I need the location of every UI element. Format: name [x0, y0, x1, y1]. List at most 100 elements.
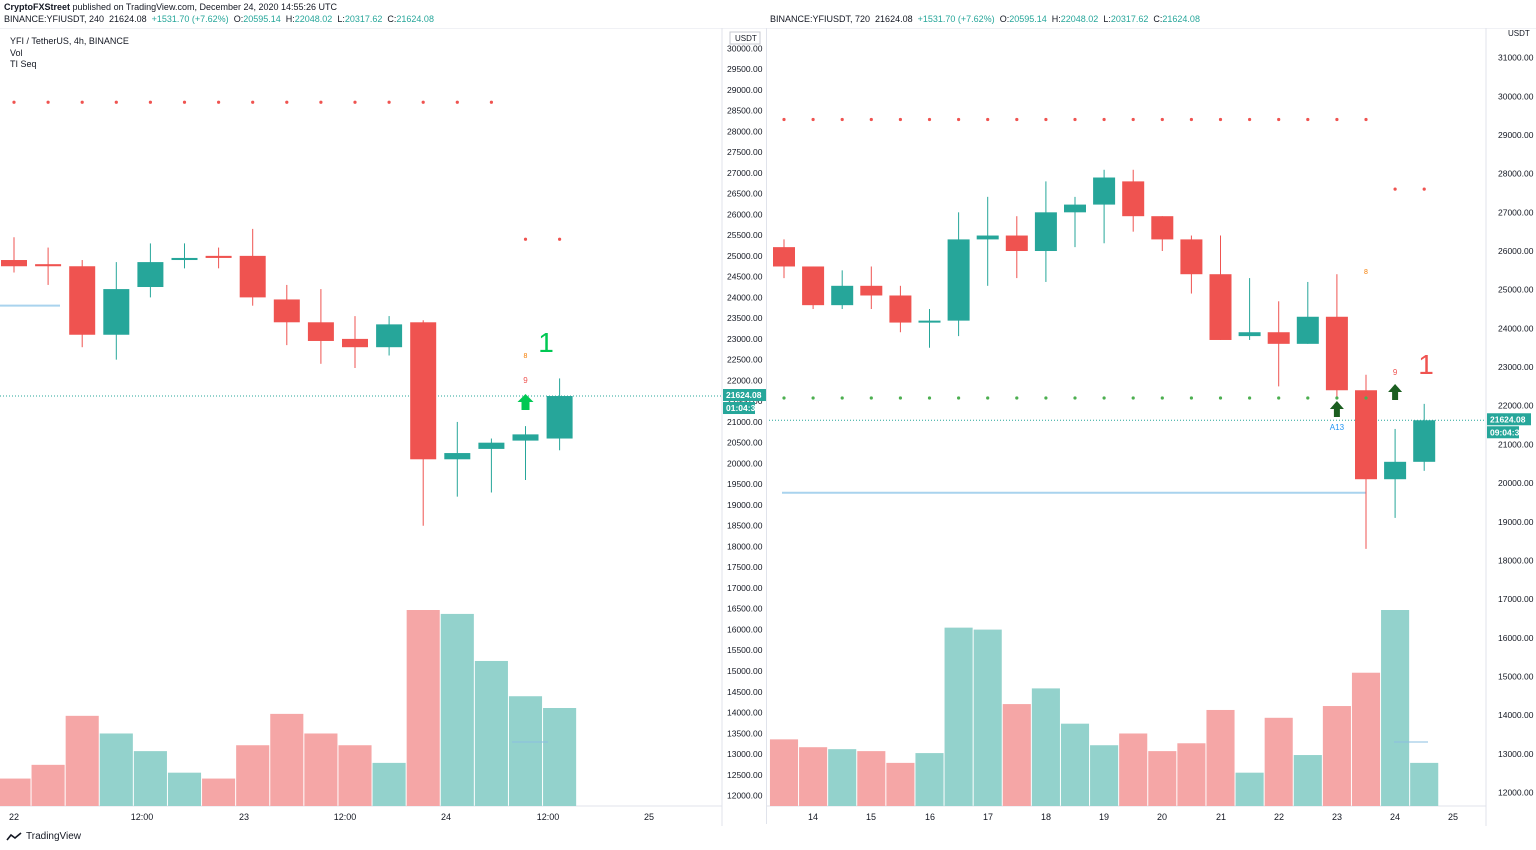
- unit-label: USDT: [1508, 29, 1530, 38]
- seq-red-dot: [217, 100, 221, 104]
- right-close: 21624.08: [1162, 14, 1200, 24]
- price-tick-label: 13000.00: [1498, 749, 1534, 759]
- volume-bar: [65, 715, 99, 806]
- volume-bar: [857, 751, 886, 806]
- volume-bar: [1090, 745, 1119, 806]
- volume-bar: [1235, 772, 1264, 806]
- left-symbol[interactable]: BINANCE:YFIUSDT, 240: [4, 14, 105, 24]
- price-tick-label: 22000.00: [727, 375, 763, 385]
- right-c-label: C:: [1153, 14, 1163, 24]
- price-tick-label: 23000.00: [727, 334, 763, 344]
- price-tick-label: 23500.00: [727, 313, 763, 323]
- left-c-label: C:: [387, 14, 397, 24]
- volume-bar: [0, 778, 31, 806]
- volume-bar: [973, 629, 1002, 806]
- unit-box: [729, 31, 761, 45]
- price-tick-label: 12000.00: [727, 791, 763, 801]
- seq-red-dot: [1015, 117, 1019, 122]
- price-tick-label: 29000.00: [1498, 130, 1534, 140]
- volume-bar: [1322, 706, 1351, 806]
- candle-body: [860, 285, 883, 296]
- left-h-label: H:: [285, 14, 295, 24]
- seq-green-dot: [957, 396, 961, 400]
- seq-green-dot: [1248, 396, 1252, 400]
- time-tick-label: 22: [1274, 812, 1284, 822]
- candle-body: [1209, 274, 1232, 340]
- seq-red-dot: [898, 117, 902, 122]
- seq-red-dot: [251, 100, 255, 104]
- price-tick-label: 17500.00: [727, 562, 763, 572]
- time-tick-label: 15: [866, 812, 876, 822]
- price-tick-label: 29000.00: [727, 85, 763, 95]
- seq-red-dot: [1277, 117, 1281, 122]
- tradingview-logo-icon: [6, 831, 22, 840]
- right-high: 22048.02: [1060, 14, 1099, 24]
- right-low: 20317.62: [1110, 14, 1149, 24]
- right-l-label: L:: [1103, 14, 1111, 24]
- right-open: 20595.14: [1009, 14, 1047, 24]
- seq-green-dot: [840, 396, 844, 400]
- candle-body: [1238, 332, 1261, 337]
- seq-red-dot: [285, 100, 289, 104]
- left-chart-pane[interactable]: 12000.00 12500.00 13000.00 13500.00 14000.00…: [0, 28, 768, 828]
- right-change: +1531.70 (+7.62%): [917, 14, 995, 24]
- seq-red-dot: [811, 117, 815, 122]
- right-symbol[interactable]: BINANCE:YFIUSDT, 720: [770, 14, 871, 24]
- tradingview-footer[interactable]: TradingView: [6, 831, 81, 842]
- price-tick-label: 20000.00: [1498, 478, 1534, 488]
- last-price-tag: [723, 389, 767, 402]
- candle-body: [512, 434, 539, 441]
- price-tick-label: 14000.00: [727, 708, 763, 718]
- pane-divider[interactable]: [766, 28, 767, 824]
- candle-body: [976, 235, 999, 240]
- left-low: 20317.62: [344, 14, 383, 24]
- price-tick-label: 31000.00: [1498, 53, 1534, 63]
- volume-bar: [1381, 610, 1410, 806]
- right-chart-pane[interactable]: 12000.00 13000.00 14000.00 15000.00 16000.00…: [766, 28, 1536, 828]
- left-last: 21624.08: [109, 14, 147, 24]
- seq-red-dot: [1393, 187, 1397, 191]
- seq-8-label: 8: [1364, 269, 1368, 276]
- volume-bar: [1293, 755, 1322, 806]
- seq-9-label: 9: [523, 376, 528, 385]
- price-tick-label: 12500.00: [727, 770, 763, 780]
- left-open: 20595.14: [243, 14, 281, 24]
- price-tick-label: 24500.00: [727, 272, 763, 282]
- volume-bar: [99, 733, 133, 806]
- left-legend-vol[interactable]: Vol: [10, 48, 23, 58]
- seq-green-dot: [811, 396, 815, 400]
- time-tick-label: 24: [441, 812, 451, 822]
- seq-green-dot: [1044, 396, 1048, 400]
- author-name[interactable]: CryptoFXStreet: [4, 2, 71, 12]
- seq-red-dot: [1189, 117, 1193, 122]
- time-tick-label: 25: [644, 812, 654, 822]
- seq-red-dot: [46, 100, 50, 104]
- price-tick-label: 24000.00: [1498, 323, 1534, 333]
- a13-label: A13: [1330, 423, 1345, 432]
- candle-body: [1093, 177, 1116, 205]
- price-tick-label: 28000.00: [1498, 169, 1534, 179]
- price-tick-label: 15000.00: [1498, 671, 1534, 681]
- seq-red-dot: [523, 237, 528, 241]
- seq-green-dot: [782, 396, 786, 400]
- time-tick-label: 23: [239, 812, 249, 822]
- seq-red-dot: [1364, 117, 1368, 122]
- candle-body: [802, 266, 825, 306]
- volume-bar: [202, 778, 236, 806]
- price-tick-label: 13500.00: [727, 728, 763, 738]
- left-legend-title[interactable]: YFI / TetherUS, 4h, BINANCE: [10, 36, 129, 46]
- right-h-label: H:: [1051, 14, 1061, 24]
- price-tick-label: 12000.00: [1498, 788, 1534, 798]
- seq-red-dot: [148, 100, 152, 104]
- left-symbol-line: BINANCE:YFIUSDT, 240 21624.08 +1531.70 (…: [4, 14, 434, 24]
- price-tick-label: 14000.00: [1498, 710, 1534, 720]
- price-tick-label: 26000.00: [727, 209, 763, 219]
- seq-red-dot: [1335, 117, 1339, 122]
- volume-bar: [1206, 709, 1235, 806]
- candle-body: [171, 257, 198, 261]
- left-legend-tiseq[interactable]: TI Seq: [10, 59, 37, 69]
- publish-text: published on TradingView.com, December 2…: [72, 2, 338, 12]
- seq-green-dot: [1102, 396, 1106, 400]
- seq-green-dot: [1364, 396, 1368, 400]
- volume-bar: [1177, 743, 1206, 806]
